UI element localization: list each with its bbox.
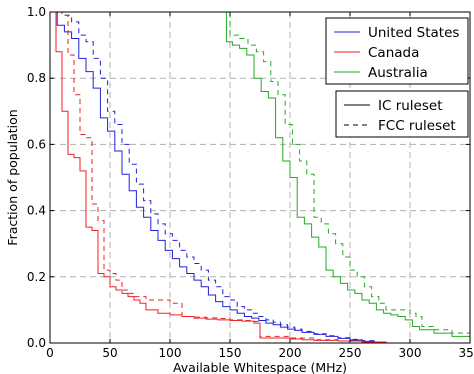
x-tick-label: 100 <box>159 346 182 360</box>
legends: United States Canada Australia IC ruleset FC… <box>325 17 469 138</box>
canada-ic-line <box>50 12 387 343</box>
x-tick-label: 300 <box>399 346 422 360</box>
y-tick-label: 0.4 <box>27 204 46 218</box>
y-axis-label: Fraction of population <box>5 109 20 245</box>
x-tick-label: 150 <box>219 346 242 360</box>
x-axis-label: Available Whitespace (MHz) <box>173 360 347 374</box>
united-states-ic-line <box>50 12 387 343</box>
legend-entry-label: Australia <box>368 65 428 81</box>
x-tick-label: 350 <box>459 346 474 360</box>
y-tick-label: 0.0 <box>27 336 46 350</box>
x-tick-label: 200 <box>279 346 302 360</box>
y-tick-label: 1.0 <box>27 5 46 19</box>
axis-ticks: 0 50 100 150 200 250 300 350 0.0 0.2 0.4 0.6 0.8 1.0 <box>27 5 474 360</box>
legend-box <box>335 90 469 138</box>
x-tick-label: 250 <box>339 346 362 360</box>
y-tick-label: 0.8 <box>27 71 46 85</box>
legend-entry-label: Canada <box>368 45 419 61</box>
legend-box <box>325 17 469 85</box>
legend-entry-label: United States <box>368 25 459 41</box>
canada-fcc-line <box>50 12 387 343</box>
legend-entry-label: FCC ruleset <box>378 118 456 134</box>
legend-entry-label: IC ruleset <box>378 98 443 114</box>
united-states-fcc-line <box>50 12 387 343</box>
y-tick-label: 0.2 <box>27 270 46 284</box>
x-tick-label: 0 <box>46 346 54 360</box>
plot-frame <box>49 11 471 344</box>
x-tick-label: 50 <box>102 346 117 360</box>
series-lines <box>50 12 470 343</box>
australia-ic-line <box>50 12 470 337</box>
y-tick-label: 0.6 <box>27 137 46 151</box>
